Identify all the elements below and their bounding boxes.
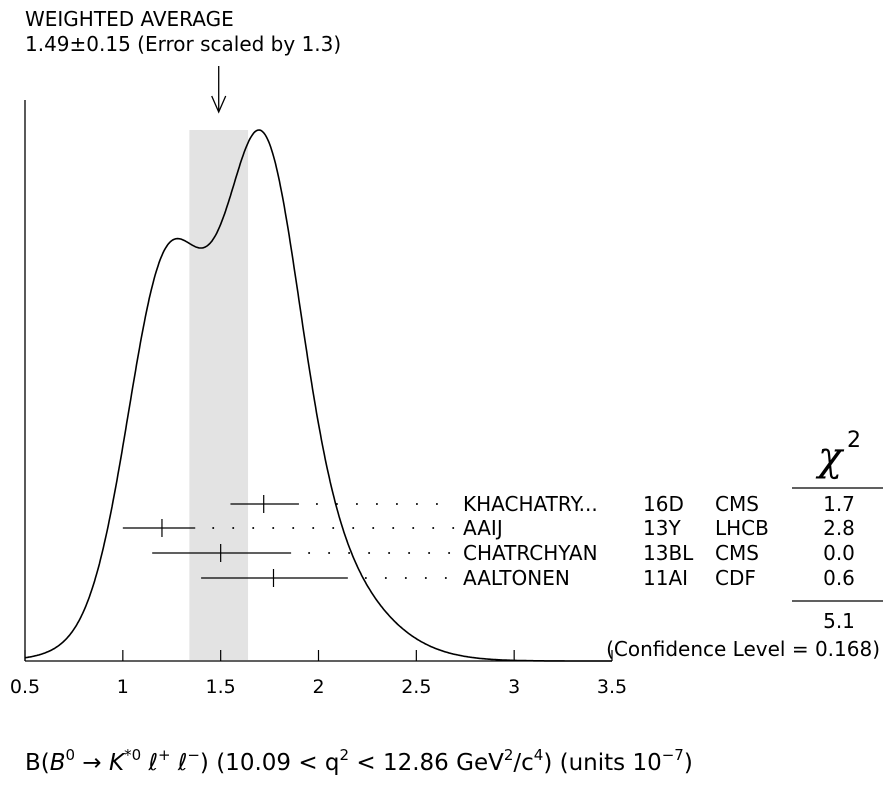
- leader-dot: [348, 552, 351, 554]
- measurement-chi2: 0.0: [823, 541, 855, 565]
- leader-dot: [408, 552, 411, 554]
- leader-dot: [252, 527, 255, 529]
- leader-dot: [292, 527, 295, 529]
- leader-dot: [332, 527, 335, 529]
- leader-dot: [335, 503, 338, 505]
- leader-dot: [364, 577, 367, 579]
- leader-dot: [435, 503, 438, 505]
- measurement-author: AALTONEN: [463, 566, 570, 590]
- leader-dot: [395, 503, 398, 505]
- x-tick-label: 3.5: [597, 676, 627, 698]
- measurement-author: CHATRCHYAN: [463, 541, 598, 565]
- measurement-experiment: CMS: [715, 492, 759, 516]
- chi2-total: 5.1: [823, 609, 855, 633]
- ideogram-curve: [24, 129, 612, 662]
- measurement-row: CHATRCHYAN 13BL CMS 0.0: [152, 541, 855, 565]
- leader-dot: [328, 552, 331, 554]
- leader-dot: [384, 577, 387, 579]
- measurement-author: KHACHATRY...: [463, 492, 598, 516]
- measurement-year: 11AI: [643, 566, 688, 590]
- x-tick-label: 2.5: [401, 676, 431, 698]
- measurement-experiment: CDF: [715, 566, 756, 590]
- x-tick-label: 1.5: [206, 676, 236, 698]
- x-axis-label: B(B0 → K*0 ℓ+ ℓ−) (10.09 < q2 < 12.86 Ge…: [25, 746, 693, 776]
- leader-dot: [452, 527, 455, 529]
- measurement-row: AALTONEN 11AI CDF 0.6: [201, 566, 855, 590]
- chi2-header: χ: [815, 434, 845, 480]
- chart-title-line2: 1.49±0.15 (Error scaled by 1.3): [25, 32, 341, 56]
- measurement-year: 13Y: [643, 516, 681, 540]
- leader-dot: [375, 503, 378, 505]
- leader-dot: [424, 577, 427, 579]
- leader-dot: [404, 577, 407, 579]
- leader-dot: [372, 527, 375, 529]
- measurement-author: AAIJ: [463, 516, 503, 540]
- leader-dot: [312, 527, 315, 529]
- leader-dot: [368, 552, 371, 554]
- measurement-chi2: 1.7: [823, 492, 855, 516]
- leader-dot: [415, 503, 418, 505]
- chart-title-line1: WEIGHTED AVERAGE: [25, 7, 234, 31]
- leader-dot: [448, 552, 451, 554]
- measurement-year: 13BL: [643, 541, 694, 565]
- leader-dot: [432, 527, 435, 529]
- leader-dot: [308, 552, 311, 554]
- leader-dot: [352, 527, 355, 529]
- measurement-chi2: 2.8: [823, 516, 855, 540]
- leader-dot: [272, 527, 275, 529]
- measurement-chi2: 0.6: [823, 566, 855, 590]
- x-tick-label: 3: [508, 676, 520, 698]
- leader-dot: [412, 527, 415, 529]
- leader-dot: [315, 503, 318, 505]
- measurement-experiment: CMS: [715, 541, 759, 565]
- confidence-level: (Confidence Level = 0.168): [606, 637, 880, 661]
- leader-dot: [388, 552, 391, 554]
- measurement-experiment: LHCB: [715, 516, 769, 540]
- leader-dot: [444, 577, 447, 579]
- average-arrow-head: [211, 95, 227, 114]
- x-tick-label: 1: [117, 676, 129, 698]
- x-tick-label: 2: [312, 676, 324, 698]
- leader-dot: [355, 503, 358, 505]
- leader-dot: [212, 527, 215, 529]
- measurement-row: AAIJ 13Y LHCB 2.8: [122, 516, 855, 540]
- leader-dot: [232, 527, 235, 529]
- leader-dot: [428, 552, 431, 554]
- weighted-average-band: [189, 130, 249, 660]
- x-tick-label: 0.5: [10, 676, 40, 698]
- x-ticks: 0.5 1 1.5 2 2.5 3 3.5: [10, 650, 627, 698]
- measurement-row: KHACHATRY... 16D CMS 1.7: [230, 492, 855, 516]
- measurement-year: 16D: [643, 492, 684, 516]
- leader-dot: [392, 527, 395, 529]
- chi2-header-sup: 2: [847, 428, 861, 453]
